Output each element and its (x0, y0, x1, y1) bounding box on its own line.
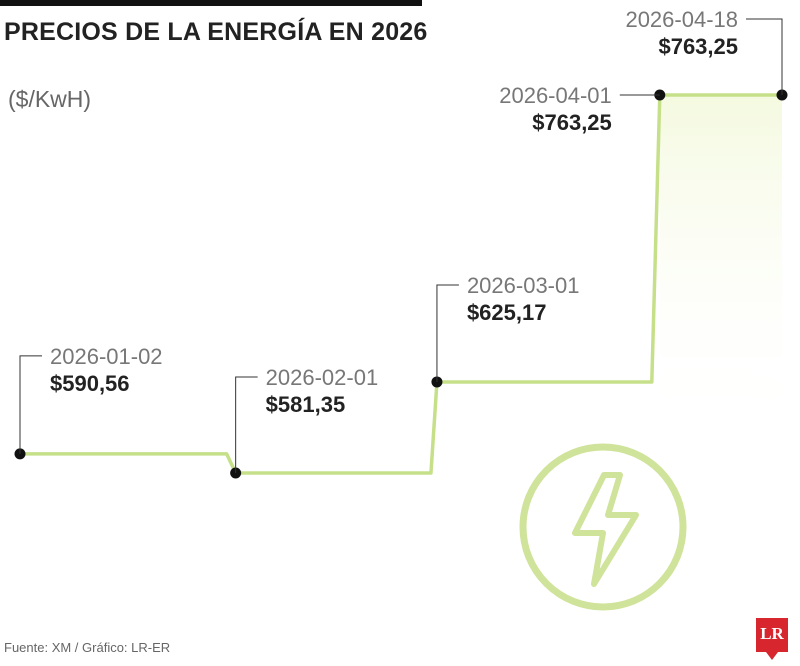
point-date-label: 2026-03-01 (467, 273, 580, 298)
data-callout: 2026-04-01$763,25 (499, 83, 660, 135)
highlight-glow (660, 95, 782, 435)
callout-leader-line (746, 18, 783, 95)
unit-label: ($/KwH) (8, 86, 92, 112)
data-callout: 2026-02-01$581,35 (235, 365, 379, 473)
point-date-label: 2026-04-18 (625, 7, 738, 32)
data-callout: 2026-03-01$625,17 (436, 273, 580, 382)
price-step-line (20, 93, 782, 475)
point-date-label: 2026-04-01 (499, 83, 612, 108)
top-rule (0, 0, 422, 6)
point-value-label: $763,25 (658, 34, 738, 59)
lr-logo: LR (756, 618, 788, 660)
page-title: PRECIOS DE LA ENERGÍA EN 2026 (4, 18, 428, 46)
point-date-label: 2026-01-02 (50, 344, 163, 369)
point-value-label: $590,56 (50, 371, 130, 396)
point-value-label: $581,35 (266, 392, 346, 417)
source-note: Fuente: XM / Gráfico: LR-ER (4, 640, 171, 655)
point-value-label: $625,17 (467, 300, 547, 325)
data-callout: 2026-04-18$763,25 (625, 7, 783, 95)
point-date-label: 2026-02-01 (266, 365, 379, 390)
lightning-bolt-icon (519, 443, 687, 611)
callout-leader-line (19, 355, 42, 454)
callout-leader-line (436, 284, 459, 382)
point-value-label: $763,25 (532, 110, 612, 135)
callout-leader-line (235, 376, 258, 473)
data-callout: 2026-01-02$590,56 (19, 344, 163, 454)
